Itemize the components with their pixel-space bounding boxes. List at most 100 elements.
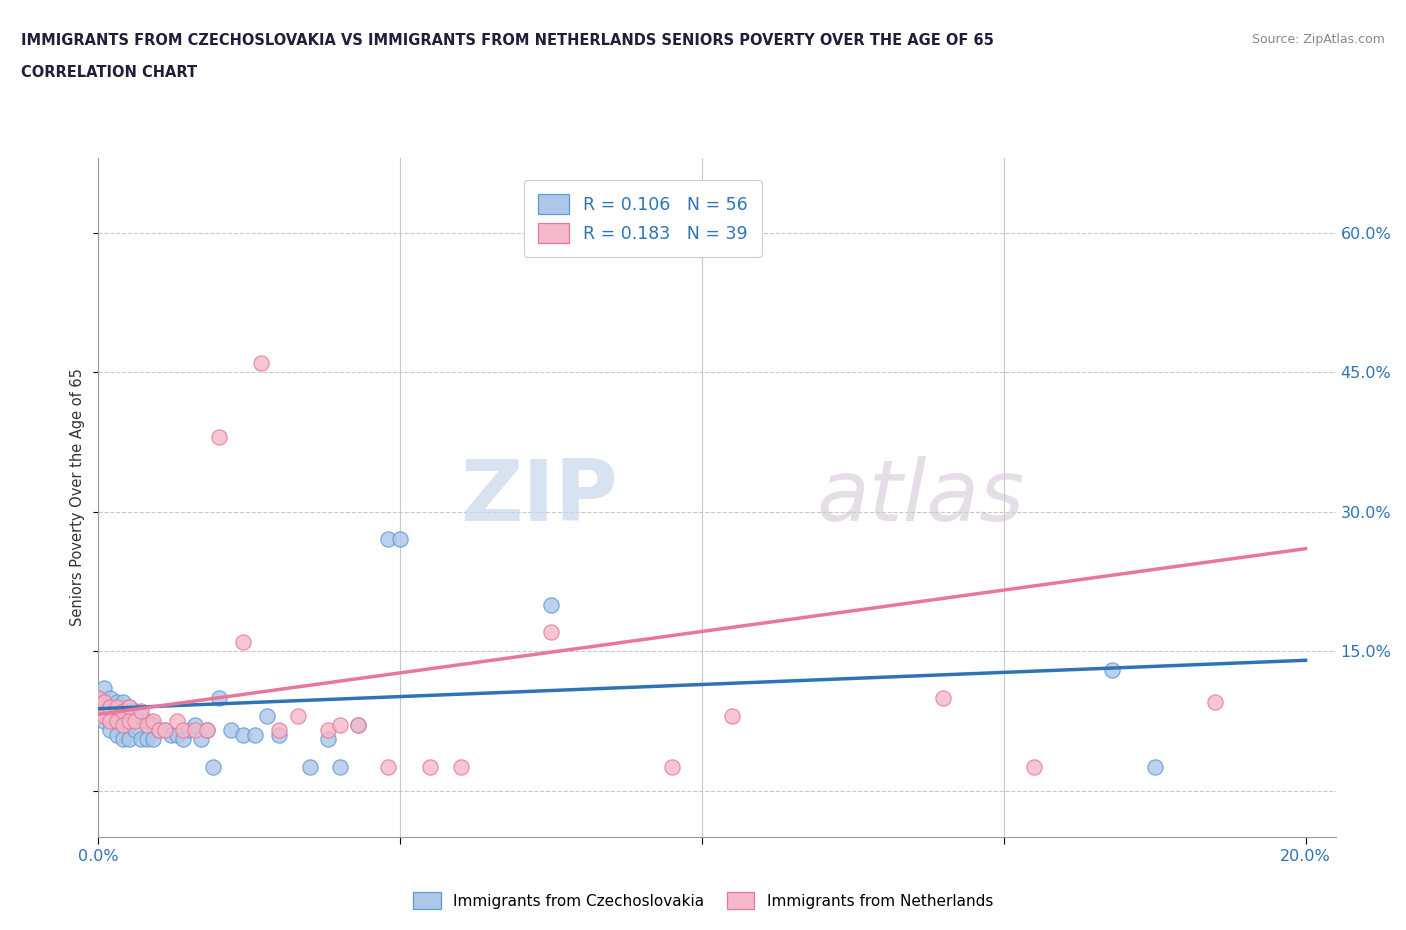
Point	[450, 760, 472, 775]
Point	[142, 718, 165, 733]
Point	[1101, 662, 1123, 677]
Point	[105, 695, 128, 710]
Point	[269, 723, 291, 737]
Point	[93, 709, 115, 724]
Point	[329, 718, 352, 733]
Point	[419, 760, 441, 775]
Point	[232, 727, 254, 742]
Point	[93, 699, 115, 714]
Point	[105, 704, 128, 719]
Point	[160, 727, 183, 742]
Point	[208, 690, 231, 705]
Point	[540, 625, 562, 640]
Point	[287, 709, 309, 724]
Point	[93, 695, 115, 710]
Point	[100, 699, 122, 714]
Point	[111, 695, 134, 710]
Point	[298, 760, 321, 775]
Point	[111, 704, 134, 719]
Point	[117, 699, 139, 714]
Point	[93, 713, 115, 728]
Point	[135, 732, 157, 747]
Text: IMMIGRANTS FROM CZECHOSLOVAKIA VS IMMIGRANTS FROM NETHERLANDS SENIORS POVERTY OV: IMMIGRANTS FROM CZECHOSLOVAKIA VS IMMIGR…	[21, 33, 994, 47]
Point	[124, 723, 146, 737]
Point	[316, 732, 339, 747]
Point	[184, 723, 207, 737]
Point	[347, 718, 370, 733]
Point	[245, 727, 267, 742]
Point	[111, 718, 134, 733]
Point	[111, 732, 134, 747]
Point	[269, 727, 291, 742]
Point	[377, 760, 399, 775]
Point	[142, 713, 165, 728]
Point	[129, 709, 152, 724]
Point	[111, 704, 134, 719]
Point	[153, 723, 176, 737]
Point	[100, 690, 122, 705]
Point	[190, 732, 212, 747]
Legend: Immigrants from Czechoslovakia, Immigrants from Netherlands: Immigrants from Czechoslovakia, Immigran…	[406, 886, 1000, 915]
Point	[105, 727, 128, 742]
Point	[232, 634, 254, 649]
Point	[1022, 760, 1045, 775]
Point	[177, 723, 200, 737]
Point	[148, 723, 170, 737]
Text: CORRELATION CHART: CORRELATION CHART	[21, 65, 197, 80]
Text: ZIP: ZIP	[460, 456, 619, 539]
Point	[100, 699, 122, 714]
Point	[329, 760, 352, 775]
Point	[135, 713, 157, 728]
Point	[111, 718, 134, 733]
Point	[105, 713, 128, 728]
Point	[135, 718, 157, 733]
Point	[100, 713, 122, 728]
Point	[124, 713, 146, 728]
Point	[250, 355, 273, 370]
Point	[87, 690, 110, 705]
Point	[256, 709, 278, 724]
Point	[172, 732, 194, 747]
Text: atlas: atlas	[815, 456, 1024, 539]
Point	[105, 699, 128, 714]
Point	[100, 723, 122, 737]
Point	[87, 704, 110, 719]
Point	[195, 723, 218, 737]
Point	[124, 704, 146, 719]
Point	[100, 713, 122, 728]
Point	[721, 709, 744, 724]
Point	[202, 760, 225, 775]
Point	[540, 597, 562, 612]
Point	[195, 723, 218, 737]
Legend: R = 0.106   N = 56, R = 0.183   N = 39: R = 0.106 N = 56, R = 0.183 N = 39	[524, 180, 762, 257]
Point	[117, 699, 139, 714]
Point	[117, 718, 139, 733]
Point	[142, 732, 165, 747]
Point	[219, 723, 242, 737]
Point	[93, 704, 115, 719]
Point	[93, 681, 115, 696]
Point	[389, 532, 412, 547]
Point	[93, 695, 115, 710]
Point	[148, 723, 170, 737]
Point	[129, 704, 152, 719]
Point	[105, 713, 128, 728]
Point	[166, 713, 188, 728]
Y-axis label: Seniors Poverty Over the Age of 65: Seniors Poverty Over the Age of 65	[70, 368, 86, 627]
Point	[932, 690, 955, 705]
Point	[208, 430, 231, 445]
Point	[172, 723, 194, 737]
Point	[166, 727, 188, 742]
Point	[1143, 760, 1166, 775]
Point	[377, 532, 399, 547]
Point	[100, 704, 122, 719]
Point	[1204, 695, 1226, 710]
Point	[316, 723, 339, 737]
Point	[661, 760, 683, 775]
Point	[117, 713, 139, 728]
Point	[87, 709, 110, 724]
Point	[347, 718, 370, 733]
Point	[153, 723, 176, 737]
Point	[129, 732, 152, 747]
Point	[184, 718, 207, 733]
